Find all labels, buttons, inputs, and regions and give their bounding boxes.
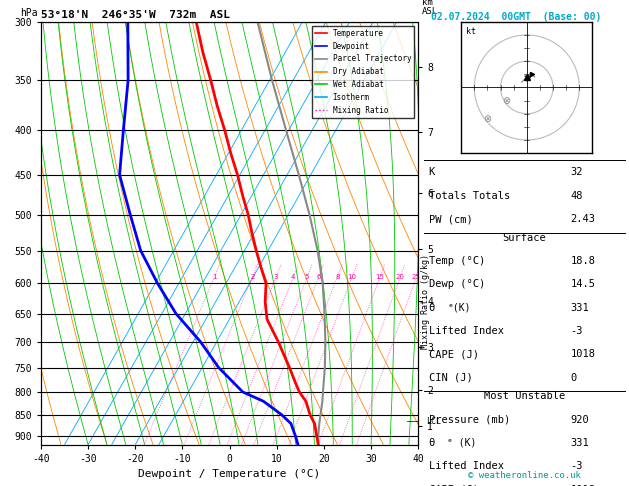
Text: 48: 48 [571,191,583,201]
Text: -3: -3 [571,461,583,471]
Text: ⊗: ⊗ [483,114,491,124]
Text: 15: 15 [376,274,384,280]
Text: 2.43: 2.43 [571,214,596,224]
Text: PW (cm): PW (cm) [428,214,472,224]
Text: Surface: Surface [503,233,547,243]
Text: CAPE (J): CAPE (J) [428,349,479,359]
Text: 920: 920 [571,415,589,425]
Text: Pressure (mb): Pressure (mb) [428,415,509,425]
Text: 18.8: 18.8 [571,256,596,266]
Text: 14.5: 14.5 [571,279,596,289]
Text: θ: θ [428,303,435,312]
Text: θ: θ [428,438,435,448]
Text: 25: 25 [412,274,421,280]
Text: 6: 6 [316,274,321,280]
Text: 2: 2 [250,274,255,280]
Text: 32: 32 [571,167,583,177]
Text: 3: 3 [274,274,278,280]
Text: Temp (°C): Temp (°C) [428,256,485,266]
Legend: Temperature, Dewpoint, Parcel Trajectory, Dry Adiabat, Wet Adiabat, Isotherm, Mi: Temperature, Dewpoint, Parcel Trajectory… [312,26,415,118]
X-axis label: Dewpoint / Temperature (°C): Dewpoint / Temperature (°C) [138,469,321,479]
Text: 4: 4 [291,274,296,280]
Text: ᵉ(K): ᵉ(K) [447,303,471,312]
Text: Lifted Index: Lifted Index [428,326,504,336]
Text: Most Unstable: Most Unstable [484,391,565,401]
Text: -3: -3 [571,326,583,336]
Text: 331: 331 [571,438,589,448]
Text: kt: kt [467,27,476,36]
Text: 8: 8 [335,274,340,280]
Text: 5: 5 [305,274,309,280]
Text: 1: 1 [212,274,216,280]
Text: km
ASL: km ASL [422,0,438,16]
Text: hPa: hPa [20,8,38,17]
Text: © weatheronline.co.uk: © weatheronline.co.uk [468,471,581,480]
Text: Mixing Ratio (g/kg): Mixing Ratio (g/kg) [421,254,430,349]
Text: 53°18'N  246°35'W  732m  ASL: 53°18'N 246°35'W 732m ASL [41,10,230,20]
Text: ᵉ (K): ᵉ (K) [447,438,477,448]
Text: 20: 20 [396,274,404,280]
Text: Totals Totals: Totals Totals [428,191,509,201]
Text: LCL: LCL [426,417,441,426]
Text: ⊗: ⊗ [502,96,510,105]
Text: K: K [428,167,435,177]
Text: 02.07.2024  00GMT  (Base: 00): 02.07.2024 00GMT (Base: 00) [431,12,601,22]
Text: 10: 10 [348,274,357,280]
Text: Lifted Index: Lifted Index [428,461,504,471]
Text: Dewp (°C): Dewp (°C) [428,279,485,289]
Text: 331: 331 [571,303,589,312]
Text: 1018: 1018 [571,485,596,486]
Text: CAPE (J): CAPE (J) [428,485,479,486]
Text: 1018: 1018 [571,349,596,359]
Text: CIN (J): CIN (J) [428,373,472,382]
Text: 0: 0 [571,373,577,382]
